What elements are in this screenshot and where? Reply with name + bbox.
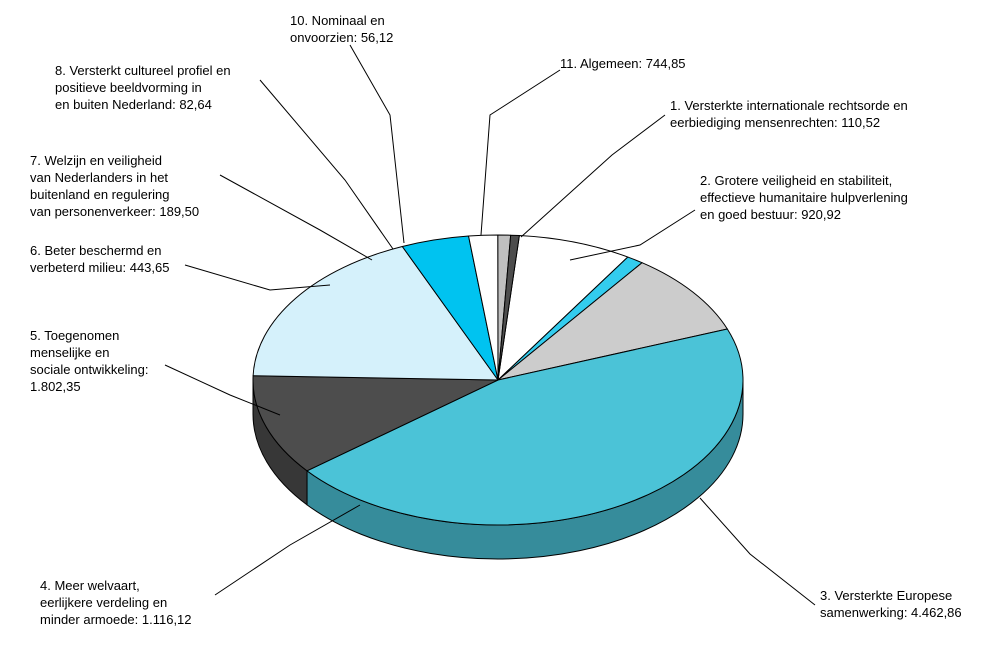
label-line: 6. Beter beschermd en	[30, 243, 162, 258]
label-line: eerlijkere verdeling en	[40, 595, 167, 610]
label-line: 10. Nominaal en	[290, 13, 385, 28]
label-line: van Nederlanders in het	[30, 170, 168, 185]
label-line: onvoorzien: 56,12	[290, 30, 393, 45]
label-line: sociale ontwikkeling:	[30, 362, 149, 377]
label-line: menselijke en	[30, 345, 110, 360]
label-line: positieve beeldvorming in	[55, 80, 202, 95]
label-line: 5. Toegenomen	[30, 328, 119, 343]
label-line: van personenverkeer: 189,50	[30, 204, 199, 219]
label-line: 11. Algemeen: 744,85	[560, 56, 686, 71]
pie-top	[253, 235, 743, 525]
label-line: samenwerking: 4.462,86	[820, 605, 962, 620]
label-line: minder armoede: 1.116,12	[40, 612, 192, 627]
label-line: effectieve humanitaire hulpverlening	[700, 190, 908, 205]
label-line: 3. Versterkte Europese	[820, 588, 952, 603]
label-s11: 11. Algemeen: 744,85	[560, 56, 686, 71]
label-line: 1. Versterkte internationale rechtsorde …	[670, 98, 908, 113]
label-line: 1.802,35	[30, 379, 81, 394]
label-line: verbeterd milieu: 443,65	[30, 260, 169, 275]
label-line: en buiten Nederland: 82,64	[55, 97, 212, 112]
label-line: 8. Versterkt cultureel profiel en	[55, 63, 231, 78]
pie-3d-chart: 11. Algemeen: 744,85 1. Versterkte intern…	[0, 0, 996, 656]
label-line: buitenland en regulering	[30, 187, 170, 202]
label-line: 7. Welzijn en veiligheid	[30, 153, 162, 168]
label-line: 2. Grotere veiligheid en stabiliteit,	[700, 173, 892, 188]
label-line: 4. Meer welvaart,	[40, 578, 140, 593]
label-line: en goed bestuur: 920,92	[700, 207, 841, 222]
label-line: eerbiediging mensenrechten: 110,52	[670, 115, 880, 130]
